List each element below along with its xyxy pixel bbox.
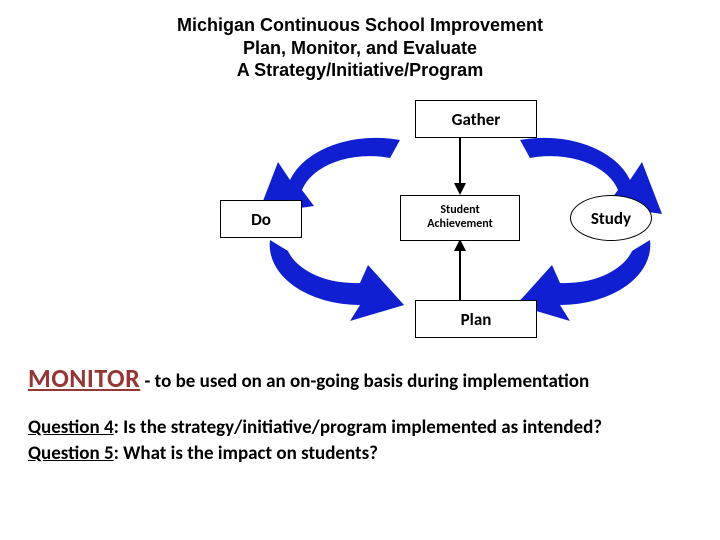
cycle-diagram: Gather Do Student Achievement Study Plan (110, 100, 650, 350)
straight-arrow-plan-center (450, 239, 470, 300)
title-line-2: Plan, Monitor, and Evaluate (243, 38, 477, 58)
node-study-label: Study (591, 208, 631, 229)
node-center-label: Student Achievement (427, 204, 493, 232)
node-plan-label: Plan (461, 309, 492, 330)
monitor-line: MONITOR - to be used on an on-going basi… (28, 362, 692, 394)
title-line-3: A Strategy/Initiative/Program (237, 60, 483, 80)
slide-stage: Michigan Continuous School Improvement P… (0, 0, 720, 540)
question-4-label: Question 4 (28, 416, 114, 439)
monitor-heading: MONITOR (28, 362, 140, 394)
node-plan: Plan (415, 300, 537, 338)
node-study: Study (570, 195, 652, 241)
node-do-label: Do (251, 209, 271, 230)
title-line-1: Michigan Continuous School Improvement (177, 15, 543, 35)
node-do: Do (220, 200, 302, 238)
straight-arrow-gather-center (450, 136, 470, 195)
slide-title: Michigan Continuous School Improvement P… (0, 14, 720, 82)
node-gather-label: Gather (452, 109, 501, 130)
monitor-description: - to be used on an on-going basis during… (140, 370, 589, 393)
node-center: Student Achievement (400, 195, 520, 241)
node-gather: Gather (415, 100, 537, 138)
questions-block: Question 4: Is the strategy/initiative/p… (28, 415, 692, 466)
question-5-label: Question 5 (28, 442, 114, 465)
question-4-text: : Is the strategy/initiative/program imp… (114, 416, 602, 439)
question-5-text: : What is the impact on students? (114, 442, 378, 465)
